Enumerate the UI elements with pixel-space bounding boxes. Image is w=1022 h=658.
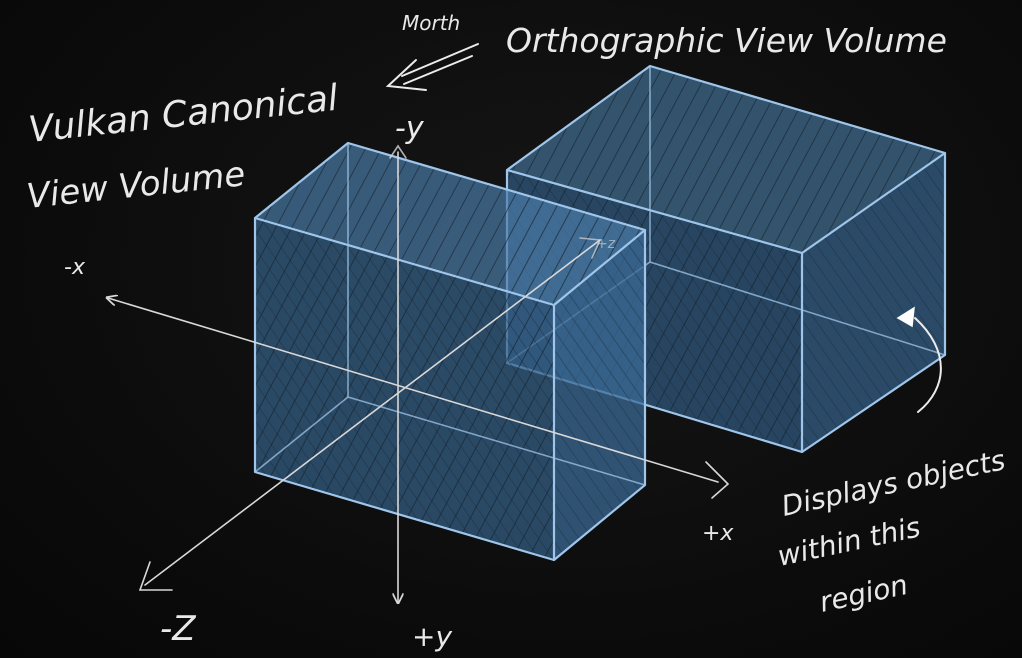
axis-label-neg-y: -y [395,111,425,146]
axis-label-pos-y: +y [412,620,452,653]
canonical-title-line2: View Volume [25,154,247,217]
pos-x-arrowhead [705,461,730,499]
axis-label-pos-x: +x [702,521,734,546]
note-line1: Displays objects [779,443,1008,523]
axes [108,144,730,602]
region-pointer-arrow [896,306,942,413]
note-line3: region [817,568,911,619]
morth-arrow [385,43,479,91]
ortho-title: Orthographic View Volume [506,21,947,60]
neg-z-arrowhead [138,561,173,591]
axis-label-pos-z: +z [596,236,616,252]
z-axis [144,239,601,586]
axis-label-neg-z: -Z [160,609,196,649]
canonical-title-line1: Vulkan Canonical [27,78,340,151]
morth-label: Morth [402,11,460,35]
axis-label-neg-x: -x [64,255,86,280]
x-axis [108,298,719,483]
